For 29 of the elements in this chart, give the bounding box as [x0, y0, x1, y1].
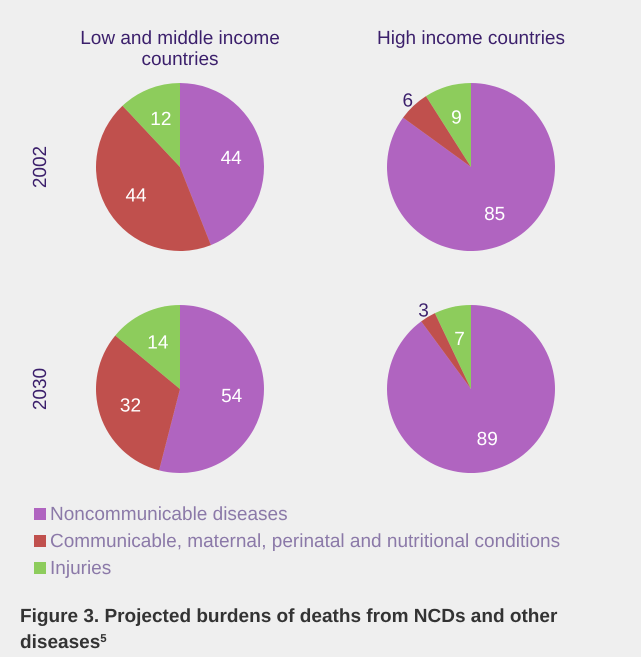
- pie-slice: [426, 83, 471, 167]
- data-label: 32: [120, 396, 142, 417]
- chart-title: Low and middle income countries: [80, 28, 280, 70]
- text: 2002: [30, 146, 51, 188]
- pie-slice: [180, 83, 264, 246]
- data-label: 7: [454, 328, 465, 350]
- data-label: 14: [147, 332, 169, 354]
- pie-slice: [387, 305, 555, 473]
- pie-slice: [122, 83, 180, 167]
- pie-slice: [115, 305, 180, 389]
- pie-slice: [434, 305, 471, 389]
- legend-label: Injuries: [50, 558, 112, 579]
- data-label: 6: [402, 90, 414, 112]
- data-label: 44: [125, 186, 148, 207]
- legend-label: Communicable, maternal, perinatal and nutritional conditions: [50, 531, 560, 552]
- data-label: 89: [476, 429, 498, 450]
- pie-slice: [96, 106, 211, 251]
- caption: Figure 3. Projected burdens of deaths from NCDs and other diseases$^{5}$: [20, 606, 558, 653]
- text: 2030: [30, 368, 51, 410]
- data-label: 85: [484, 204, 506, 226]
- data-label: 54: [221, 386, 243, 408]
- pie-slice: [387, 83, 555, 251]
- legend-label: Noncommunicable diseases: [50, 504, 288, 525]
- data-label: 9: [451, 108, 462, 129]
- pie-slice: [96, 335, 180, 470]
- data-label: 12: [150, 109, 172, 130]
- chart-title: High income countries: [377, 28, 565, 49]
- data-label: 44: [220, 148, 242, 169]
- data-label: 3: [418, 300, 429, 322]
